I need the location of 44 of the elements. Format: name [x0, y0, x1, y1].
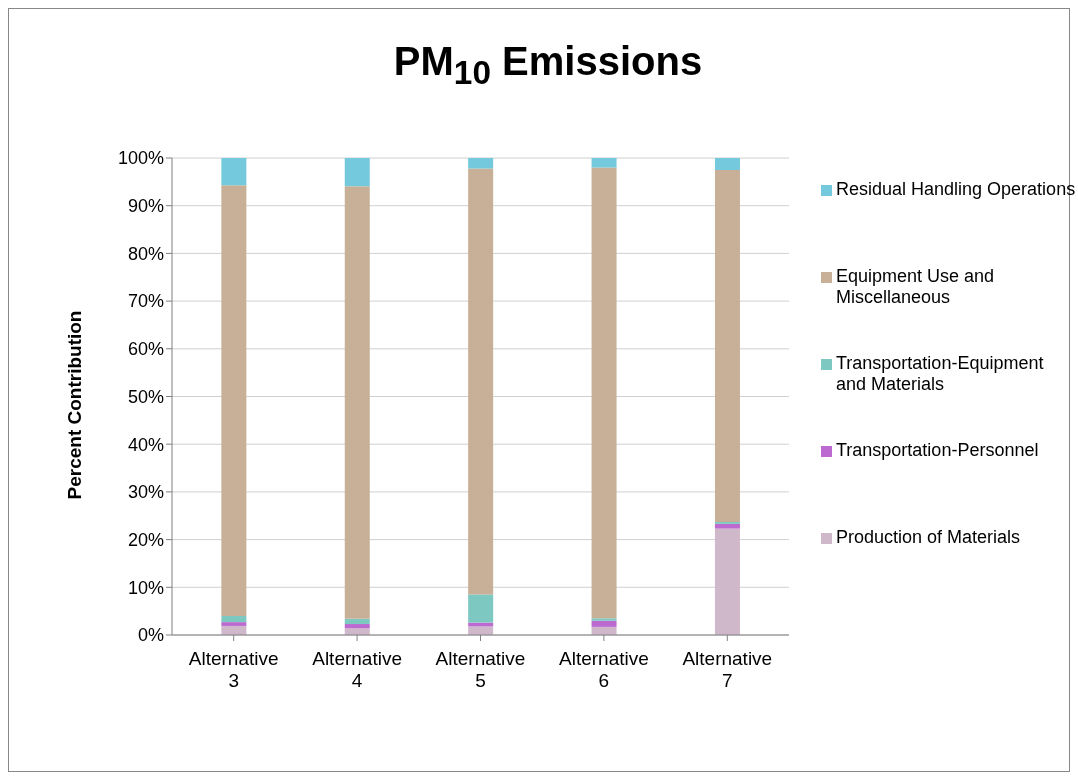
x-tick-label: Alternative 7: [682, 648, 773, 691]
y-tick-label: 20%: [127, 529, 164, 550]
bar: [468, 594, 494, 623]
y-tick-label: 0%: [137, 625, 164, 646]
y-tick-label: 50%: [127, 386, 164, 407]
x-tick-label: Alternative 6: [559, 648, 649, 691]
x-tick-label: Alternative 3: [188, 648, 279, 691]
bar: [591, 618, 617, 621]
bar: [714, 158, 740, 170]
y-tick-label: 100%: [117, 148, 164, 169]
bar: [221, 158, 247, 186]
bar: [468, 626, 494, 635]
legend-label: Equipment Use and Miscellaneous: [836, 266, 996, 308]
y-tick-label: 30%: [127, 482, 164, 503]
y-tick-label: 10%: [127, 577, 164, 598]
legend-label: Transportation-Personnel: [836, 440, 1039, 461]
y-tick-label: 40%: [127, 434, 164, 455]
y-tick-label: 60%: [127, 339, 164, 360]
bar: [344, 618, 370, 625]
bar: [468, 168, 494, 595]
bar: [221, 615, 247, 623]
legend-label: Production of Materials: [836, 527, 1021, 548]
bar: [344, 628, 370, 635]
bar: [344, 624, 370, 629]
y-tick-label: 90%: [127, 196, 164, 217]
y-axis-title: Percent Contribution: [64, 310, 86, 500]
y-tick-label: 70%: [127, 291, 164, 312]
y-tick-label: 80%: [127, 243, 164, 264]
bar: [591, 158, 617, 168]
bar: [591, 620, 617, 627]
x-tick-label: Alternative 5: [435, 648, 526, 691]
bar: [344, 186, 370, 619]
bar: [344, 158, 370, 187]
bar: [714, 528, 740, 635]
x-tick-label: Alternative 4: [312, 648, 402, 691]
chart-title: PM$_{10}$ Emissions: [392, 39, 704, 92]
legend-label: Residual Handling Operations: [836, 179, 1076, 200]
bar: [714, 169, 740, 522]
bar: [714, 523, 740, 529]
bar: [221, 185, 247, 616]
bar: [468, 158, 494, 169]
legend-label: Transportation-Equipment and Materials: [836, 353, 1045, 395]
bar: [591, 167, 617, 619]
bar: [221, 622, 247, 626]
